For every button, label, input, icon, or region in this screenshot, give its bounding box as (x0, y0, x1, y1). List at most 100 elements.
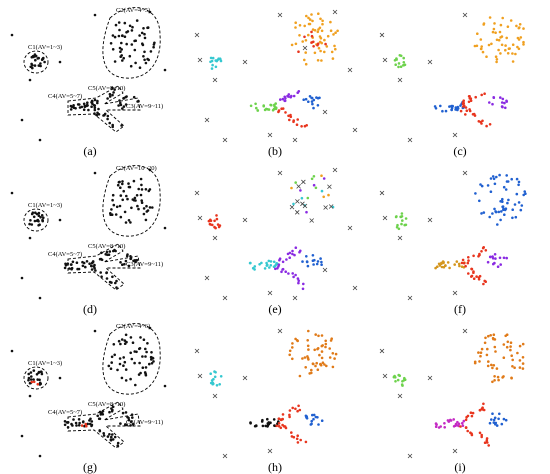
noise-dot (163, 68, 167, 72)
c1-dot (398, 374, 402, 378)
branch-lower-dot (294, 273, 297, 277)
branch-stem-dot (86, 101, 89, 104)
branch-stem-dot (87, 108, 90, 112)
branch-upper-dot (471, 411, 475, 415)
c1-dot (215, 217, 219, 221)
branch-stem-dot (93, 108, 97, 112)
branch-stem-dot (435, 423, 438, 426)
branch-stem-dot (452, 425, 456, 428)
noise-cross (452, 290, 458, 296)
c2-dot (486, 364, 490, 368)
c2-dot (324, 342, 328, 346)
c2-dot (312, 183, 316, 187)
c2-dot (118, 180, 121, 184)
c2-dot (500, 35, 504, 38)
branch-right-dot (312, 106, 315, 110)
c2-dot (493, 207, 496, 211)
c1-dot (218, 383, 221, 386)
c2-dot (497, 210, 501, 214)
c2-dot (131, 341, 135, 345)
c1-dot (32, 378, 35, 381)
c2-dot (112, 343, 116, 346)
c1-dot (392, 375, 396, 379)
c2-dot (311, 19, 314, 23)
c2-dot (291, 342, 294, 345)
branch-upper-dot (288, 251, 292, 255)
c2-dot (515, 177, 519, 181)
branch-upper-dot (468, 95, 471, 98)
c1-dot (29, 65, 32, 69)
panel-a: C1(AV=1~3) C2(AV=4~5) C4(AV=5~7) C5(AV=8~10… (10, 7, 167, 158)
branch-stem-dot (84, 265, 87, 269)
c2-dot (497, 378, 500, 382)
noise-cross (204, 117, 210, 123)
branch-lower-dot (105, 277, 109, 280)
c1-outline (23, 208, 49, 232)
branch-upper-dot (292, 94, 296, 98)
noise-cross (347, 67, 353, 73)
branch-stem-dot (439, 425, 443, 428)
branch-upper-dot (291, 249, 294, 253)
branch-lower-dot (464, 106, 468, 109)
branch-lower-dot (472, 277, 476, 281)
c2-dot (327, 193, 330, 197)
c2-dot (306, 344, 310, 348)
label-c5: C5(AV=8~10) (88, 85, 125, 92)
c2-dot (320, 189, 324, 193)
branch-lower-dot (482, 282, 485, 286)
c2-dot (119, 50, 122, 53)
branch-right-dot (316, 104, 320, 107)
c2-dot (119, 194, 123, 197)
branch-stem-dot (457, 262, 461, 266)
branch-upper-dot (108, 250, 112, 253)
c2-dot (502, 375, 505, 378)
branch-upper-dot (98, 257, 102, 261)
c2-dot (319, 362, 322, 366)
branch-upper-dot (462, 261, 466, 265)
c2-dot (479, 38, 483, 41)
c1-dot (30, 223, 34, 226)
c2-dot (509, 348, 512, 352)
c2-dot (323, 38, 326, 42)
c2-dot (511, 52, 514, 55)
c2-dot (310, 177, 314, 181)
branch-right-dot (488, 255, 492, 259)
branch-stem-dot (273, 424, 276, 427)
c2-dot (493, 375, 496, 378)
c1-dot (43, 60, 46, 64)
highlight-dot (80, 424, 84, 427)
branch-right-dot (502, 256, 506, 260)
c2-dot (330, 50, 334, 54)
c2-dot (521, 356, 525, 359)
c2-cross (328, 204, 334, 209)
noise-cross (212, 235, 218, 241)
c2-dot (120, 41, 123, 45)
c2-dot (123, 342, 127, 346)
branch-lower-dot (475, 275, 478, 278)
branch-right-dot (121, 107, 124, 110)
branch-right-dot (500, 422, 504, 426)
branch-lower-dot (111, 123, 114, 127)
c2-dot (518, 359, 522, 362)
c1-dot (37, 64, 41, 67)
branch-stem-dot (267, 108, 271, 111)
label-c2: C2(AV=10~20) (116, 165, 157, 172)
c2-dot (505, 36, 509, 40)
branch-lower-dot (296, 434, 300, 438)
c1-dot (33, 64, 37, 67)
branch-lower-dot (111, 438, 115, 441)
branch-stem-dot (66, 262, 70, 266)
c2-dot (511, 365, 514, 368)
c2-dot (519, 208, 523, 212)
c1-dot (27, 378, 30, 382)
c2-dot (311, 362, 315, 366)
c2-dot (331, 352, 335, 355)
branch-lower-dot (95, 113, 99, 117)
c2-dot (506, 25, 510, 29)
noise-cross (267, 290, 273, 296)
c2-dot (506, 52, 510, 55)
c2-dot (111, 193, 115, 197)
noise-cross (347, 225, 353, 231)
branch-lower-dot (99, 271, 102, 274)
branch-right-dot (311, 254, 315, 257)
